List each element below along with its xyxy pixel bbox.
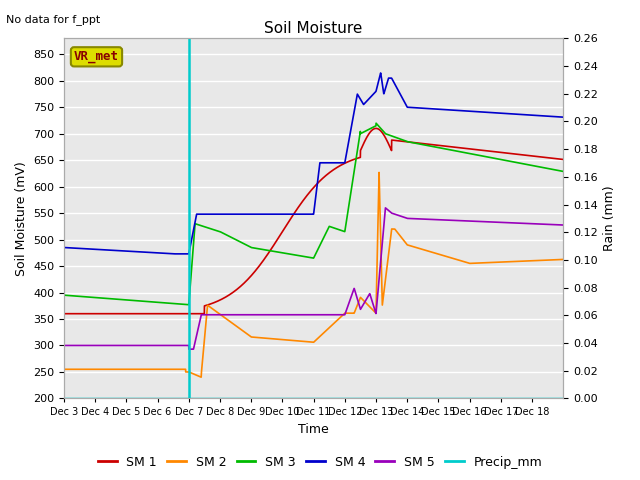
Y-axis label: Soil Moisture (mV): Soil Moisture (mV) xyxy=(15,161,28,276)
Text: No data for f_ppt: No data for f_ppt xyxy=(6,14,100,25)
Legend: SM 1, SM 2, SM 3, SM 4, SM 5, Precip_mm: SM 1, SM 2, SM 3, SM 4, SM 5, Precip_mm xyxy=(93,451,547,474)
Y-axis label: Rain (mm): Rain (mm) xyxy=(604,186,616,251)
Title: Soil Moisture: Soil Moisture xyxy=(264,21,363,36)
X-axis label: Time: Time xyxy=(298,423,329,436)
Text: VR_met: VR_met xyxy=(74,50,119,63)
